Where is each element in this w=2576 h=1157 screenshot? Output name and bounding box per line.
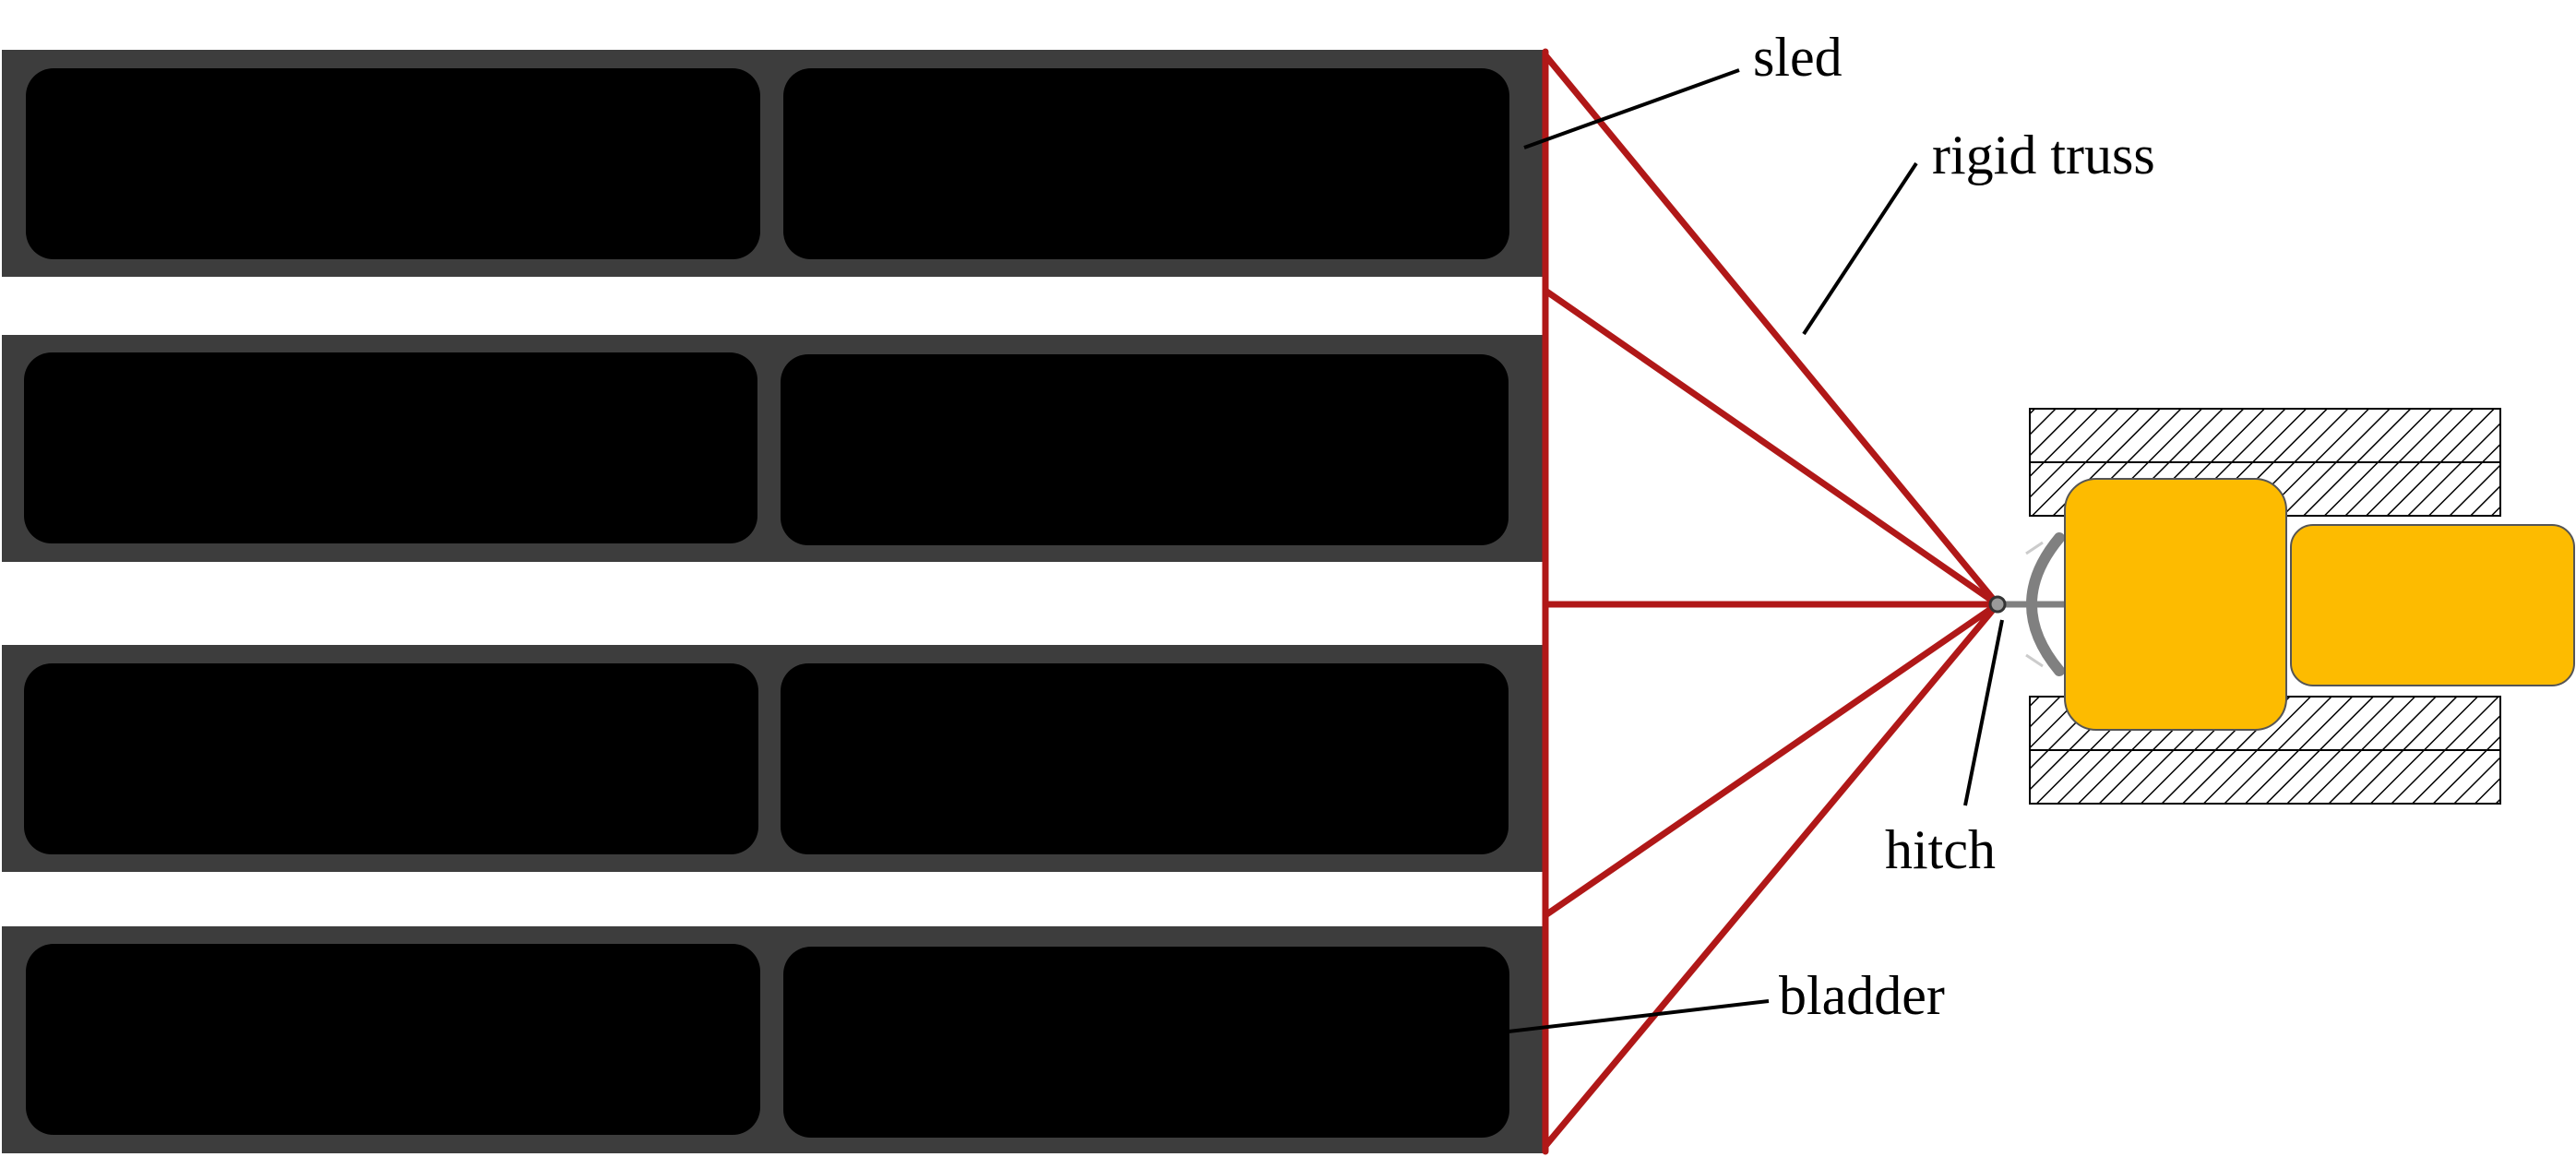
truss-member: [1542, 601, 2001, 919]
bladder: [781, 663, 1509, 854]
track-upper-outer: [2029, 408, 2501, 463]
hitch-label: hitch: [1885, 819, 1996, 880]
sled-leader-line: [1523, 68, 1740, 149]
bladder: [781, 354, 1509, 545]
tractor: [2029, 408, 2575, 805]
tractor-cab: [2064, 478, 2287, 731]
sled-label: sled: [1753, 27, 1843, 88]
bladder: [24, 352, 757, 543]
sled-1: [2, 50, 1543, 277]
hitch: [1988, 532, 2067, 676]
sled-3: [2, 645, 1543, 872]
truss-member: [1542, 601, 2001, 1150]
sled-4: [2, 926, 1543, 1153]
bladder: [783, 947, 1509, 1138]
hitch-tick: [2025, 541, 2044, 555]
bladder: [26, 944, 760, 1135]
truss-leader-line: [1802, 161, 1918, 336]
bladder-label: bladder: [1779, 965, 1945, 1026]
hitch-tick: [2025, 653, 2044, 668]
hitch-leader-line: [1963, 619, 2004, 806]
sled-2: [2, 335, 1543, 562]
truss-member: [1542, 52, 2001, 608]
rigid-truss-label: rigid truss: [1932, 125, 2155, 185]
hitch-pin: [1988, 595, 2007, 614]
tractor-engine-hood: [2290, 524, 2575, 686]
hitch-arc: [2026, 532, 2065, 676]
bladder-leader-line: [1508, 999, 1770, 1033]
rigid-truss: [1542, 48, 2001, 1155]
truss-member: [1542, 287, 2001, 608]
track-lower-outer: [2029, 749, 2501, 805]
bladder: [26, 68, 760, 259]
bladder: [783, 68, 1509, 259]
bladder: [24, 663, 758, 854]
